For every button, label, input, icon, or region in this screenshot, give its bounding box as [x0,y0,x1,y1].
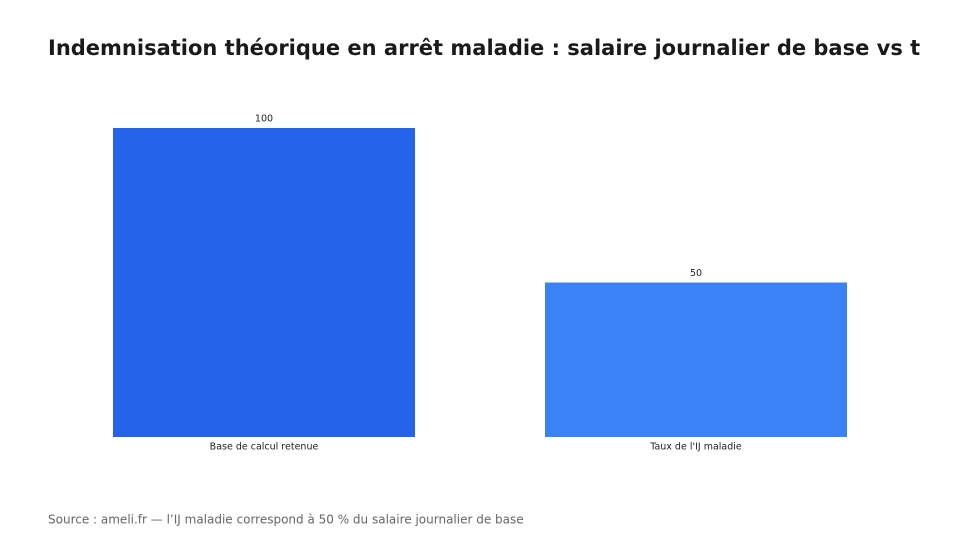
value-label: 50 [690,268,702,279]
x-tick-label: Base de calcul retenue [210,442,319,453]
bar [113,128,415,437]
value-label: 100 [255,114,273,125]
x-tick-label: Taux de l'IJ maladie [649,442,742,453]
source-note: Source : ameli.fr — l’IJ maladie corresp… [48,513,524,527]
chart-title: Indemnisation théorique en arrêt maladie… [48,36,920,60]
bar [545,282,847,437]
